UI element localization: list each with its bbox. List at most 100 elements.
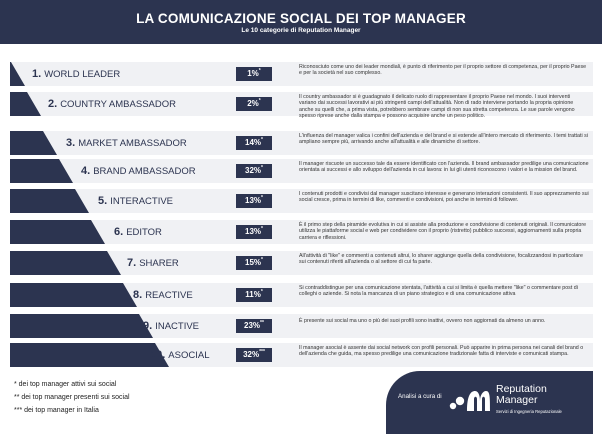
category-description: Il manager asocial è assente dai social … <box>299 345 584 358</box>
category-row: 2. COUNTRY AMBASSADOR 2%* Il country ambass… <box>10 92 593 119</box>
category-number: 5. <box>98 195 108 207</box>
category-number: 3. <box>66 137 76 149</box>
category-description: Riconosciuto come uno dei leader mondial… <box>299 64 587 77</box>
page-title: LA COMUNICAZIONE SOCIAL DEI TOP MANAGER <box>136 11 466 26</box>
category-row: 7. SHARER 15%* All'attività di "like" e com… <box>10 251 593 275</box>
category-label: 2. COUNTRY AMBASSADOR <box>48 92 176 116</box>
percentage-footnote-mark: * <box>261 195 263 201</box>
category-row: 3. MARKET AMBASSADOR 14%* L'influenza del m… <box>10 131 593 155</box>
percentage-value: 32% <box>243 350 260 359</box>
percentage-value: 2% <box>247 99 259 108</box>
percentage-footnote-mark: * <box>261 226 263 232</box>
category-description: All'attività di "like" e commenti a cont… <box>299 253 583 266</box>
category-row: 8. REACTIVE 11%* Si contraddistingue per un… <box>10 283 593 307</box>
percentage-footnote-mark: * <box>261 165 263 171</box>
category-label: 8. REACTIVE <box>133 283 193 307</box>
percentage-value: 13% <box>245 227 262 236</box>
percentage-badge: 15%* <box>236 256 272 270</box>
category-number: 6. <box>114 226 124 238</box>
reputation-manager-logo-icon <box>449 391 490 411</box>
pyramid-step-shape <box>10 343 169 367</box>
category-name: MARKET AMBASSADOR <box>78 138 187 149</box>
percentage-value: 13% <box>245 196 262 205</box>
category-number: 2. <box>48 98 58 110</box>
percentage-badge: 13%* <box>236 194 272 208</box>
category-description: Il manager riscuote un successo tale da … <box>299 161 589 174</box>
category-number: 8. <box>133 289 143 301</box>
pyramid-step-shape <box>10 283 137 307</box>
percentage-badge: 14%* <box>236 136 272 150</box>
category-name: WORLD LEADER <box>44 69 121 80</box>
category-row: 4. BRAND AMBASSADOR 32%* Il manager riscuot… <box>10 159 593 183</box>
category-number: 7. <box>127 257 137 269</box>
category-number: 4. <box>81 165 91 177</box>
percentage-badge: 13%* <box>236 225 272 239</box>
percentage-badge: 2%* <box>236 97 272 111</box>
pyramid-step-shape <box>10 62 25 86</box>
category-label: 4. BRAND AMBASSADOR <box>81 159 196 183</box>
category-description: Si contraddistingue per una comunicazion… <box>299 285 578 298</box>
percentage-badge: 23%** <box>236 319 272 333</box>
percentage-value: 32% <box>245 166 262 175</box>
percentage-footnote-mark: * <box>258 68 261 74</box>
category-row: 6. EDITOR 13%* È il primo step della pirami… <box>10 220 593 244</box>
percentage-badge: 11%* <box>236 288 272 302</box>
brand-name: Reputation Manager <box>496 383 547 406</box>
percentage-badge: 32%* <box>236 164 272 178</box>
category-name: INACTIVE <box>155 321 199 332</box>
percentage-value: 14% <box>245 138 262 147</box>
category-row: 5. INTERACTIVE 13%* I contenuti prodotti e … <box>10 189 593 213</box>
category-description: Il country ambassador si è guadagnato il… <box>299 94 575 119</box>
pyramid-step-shape <box>10 159 73 183</box>
footnote: * dei top manager attivi sui social <box>14 381 117 388</box>
category-number: 9. <box>143 320 153 332</box>
page-subtitle: Le 10 categorie di Reputation Manager <box>241 27 361 34</box>
pyramid-step-shape <box>10 131 57 155</box>
percentage-footnote-mark: ** <box>260 320 264 326</box>
category-description: I contenuti prodotti e condivisi dal man… <box>299 191 589 204</box>
percentage-value: 23% <box>244 321 261 330</box>
category-label: 10. ASOCIAL <box>150 343 209 367</box>
percentage-footnote-mark: * <box>258 98 261 104</box>
category-description: È il primo step della piramide evolutiva… <box>299 222 587 241</box>
category-name: EDITOR <box>126 227 162 238</box>
category-label: 5. INTERACTIVE <box>98 189 173 213</box>
category-name: REACTIVE <box>145 290 193 301</box>
category-label: 1. WORLD LEADER <box>32 62 120 86</box>
pyramid-step-shape <box>10 251 121 275</box>
footnote: ** dei top manager presenti sui social <box>14 394 130 401</box>
pyramid-step-shape <box>10 220 105 244</box>
percentage-value: 11% <box>245 290 261 299</box>
category-label: 9. INACTIVE <box>143 314 199 338</box>
analysis-credit: Analisi a cura di <box>398 393 442 400</box>
percentage-footnote-mark: * <box>260 289 263 295</box>
percentage-value: 1% <box>247 69 259 78</box>
header: LA COMUNICAZIONE SOCIAL DEI TOP MANAGER … <box>0 0 602 44</box>
category-name: BRAND AMBASSADOR <box>93 166 196 177</box>
category-description: L'influenza del manager valica i confini… <box>299 133 588 146</box>
brand-tagline: Servizi di Ingegneria Reputazionale <box>496 409 562 414</box>
category-label: 3. MARKET AMBASSADOR <box>66 131 187 155</box>
category-label: 7. SHARER <box>127 251 179 275</box>
percentage-badge: 32%*** <box>236 348 272 362</box>
category-name: COUNTRY AMBASSADOR <box>60 99 176 110</box>
footer-brand-panel: Analisi a cura di Reputation Manager Ser… <box>386 371 593 434</box>
percentage-value: 15% <box>245 258 262 267</box>
footnotes: * dei top manager attivi sui social ** d… <box>14 378 130 417</box>
percentage-badge: 1%* <box>236 67 272 81</box>
category-number: 1. <box>32 68 42 80</box>
category-row: 1. WORLD LEADER 1%* Riconosciuto come uno d… <box>10 62 593 86</box>
percentage-footnote-mark: * <box>261 137 263 143</box>
category-name: ASOCIAL <box>168 350 210 361</box>
category-name: SHARER <box>139 258 179 269</box>
percentage-footnote-mark: * <box>261 257 263 263</box>
pyramid-step-shape <box>10 189 89 213</box>
category-name: INTERACTIVE <box>110 196 173 207</box>
percentage-footnote-mark: *** <box>259 349 265 355</box>
footnote: *** dei top manager in Italia <box>14 407 99 414</box>
category-description: È presente sui social ma uno o più dei s… <box>299 318 546 324</box>
category-number: 10. <box>150 349 166 361</box>
category-row: 10. ASOCIAL 32%*** Il manager asocial è ass… <box>10 343 593 367</box>
pyramid-step-shape <box>10 92 41 116</box>
pyramid-step-shape <box>10 314 153 338</box>
